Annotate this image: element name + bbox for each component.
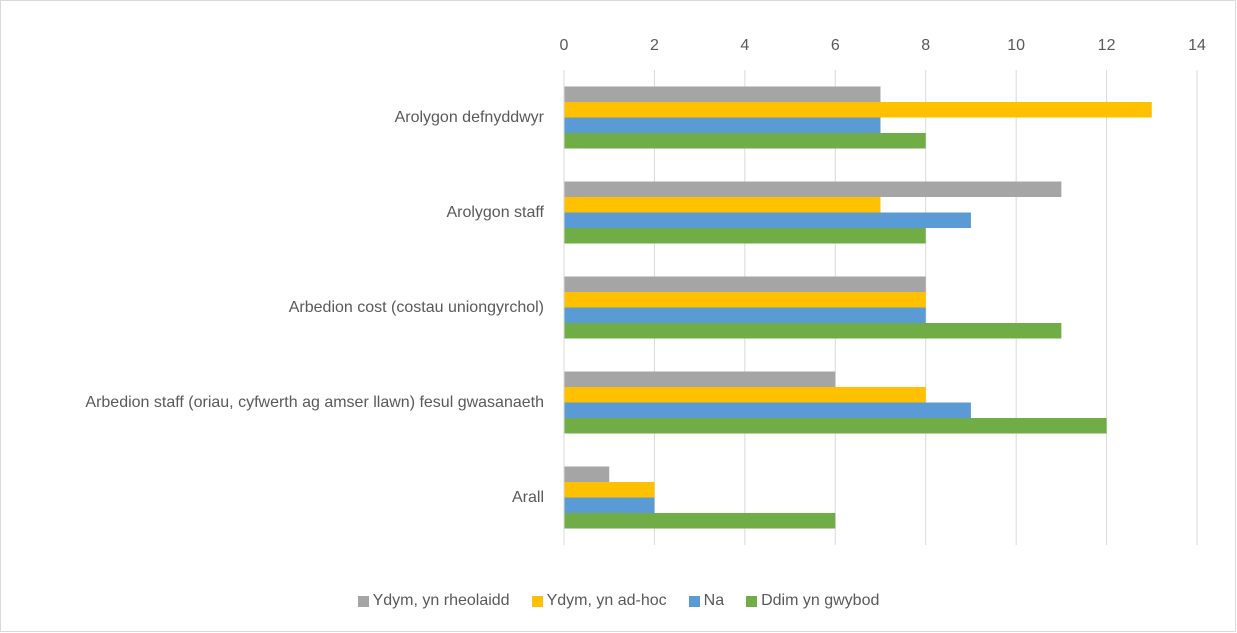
category-label-box: Arolygon staff: [4, 183, 544, 243]
bar: [564, 181, 1062, 197]
legend-label: Na: [703, 592, 725, 609]
bar: [564, 418, 1107, 434]
bar: [564, 117, 881, 133]
bar: [564, 513, 836, 529]
category-label: Arolygon defnyddwyr: [394, 108, 544, 126]
bar: [564, 292, 926, 308]
legend-item: Ydym, yn ad-hoc: [531, 592, 667, 610]
x-tick-label: 10: [1007, 37, 1025, 54]
x-tick-label: 14: [1188, 37, 1206, 54]
x-tick-label: 2: [650, 37, 659, 54]
legend-item: Na: [688, 592, 725, 610]
category-label: Arall: [511, 488, 544, 506]
legend: Ydym, yn rheolaidd Ydym, yn ad-hoc Na Ddim …: [0, 592, 1237, 610]
legend-item: Ydym, yn rheolaidd: [357, 592, 510, 610]
bar: [564, 466, 610, 482]
legend-swatch: [688, 595, 700, 607]
x-tick-label: 6: [831, 37, 840, 54]
bar: [564, 497, 655, 513]
bar: [564, 323, 1062, 339]
legend-label: Ydym, yn ad-hoc: [546, 592, 667, 609]
category-label: Arbedion staff (oriau, cyfwerth ag amser…: [85, 393, 544, 411]
legend-item: Ddim yn gwybod: [746, 592, 879, 610]
legend-swatch: [531, 595, 543, 607]
x-tick-label: 8: [921, 37, 930, 54]
category-label-box: Arbedion staff (oriau, cyfwerth ag amser…: [4, 373, 544, 433]
legend-label: Ydym, yn rheolaidd: [372, 592, 510, 609]
bar: [564, 402, 971, 418]
legend-swatch: [746, 595, 758, 607]
bar: [564, 387, 926, 403]
legend-swatch: [357, 595, 369, 607]
x-tick-label: 0: [560, 37, 569, 54]
bar: [564, 197, 881, 213]
category-label: Arbedion cost (costau uniongyrchol): [288, 298, 544, 316]
x-tick-label: 4: [740, 37, 749, 54]
category-label-box: Arall: [4, 468, 544, 528]
bar: [564, 86, 881, 102]
bar: [564, 212, 971, 228]
category-label-box: Arbedion cost (costau uniongyrchol): [4, 278, 544, 338]
bar: [564, 276, 926, 292]
bar: [564, 102, 1152, 118]
x-tick-label: 12: [1098, 37, 1116, 54]
category-label-box: Arolygon defnyddwyr: [4, 88, 544, 148]
legend-label: Ddim yn gwybod: [761, 592, 880, 609]
bar: [564, 307, 926, 323]
bar: [564, 228, 926, 244]
bar: [564, 482, 655, 498]
category-label: Arolygon staff: [446, 203, 544, 221]
bar: [564, 371, 836, 387]
bar: [564, 133, 926, 149]
